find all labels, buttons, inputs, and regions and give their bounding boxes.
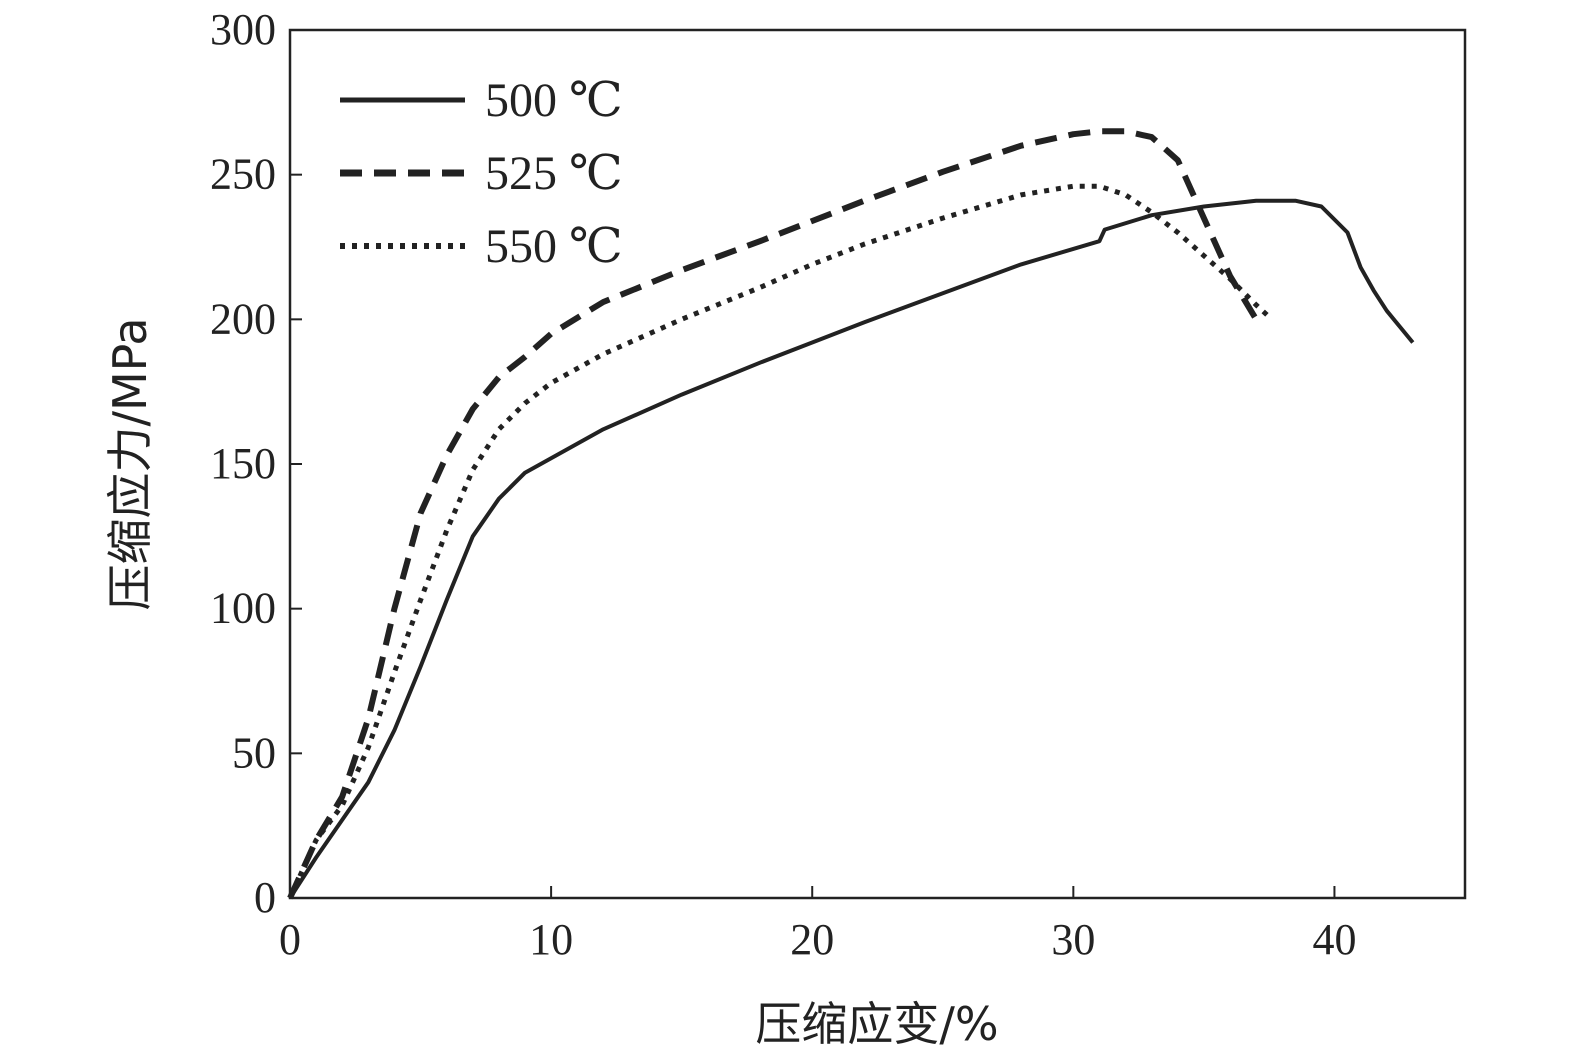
x-tick-label-0: 0 [279, 915, 301, 964]
x-tick-label-2: 20 [790, 915, 834, 964]
x-tick-label-4: 40 [1312, 915, 1356, 964]
y-tick-label-5: 250 [210, 150, 276, 199]
series-line-0 [288, 198, 1415, 900]
y-tick-label-3: 150 [210, 439, 276, 488]
y-tick-label-1: 50 [232, 728, 276, 777]
plot-lines [287, 128, 1415, 900]
series-line-2 [287, 183, 1274, 900]
legend: 500 ℃ 525 ℃ 550 ℃ [340, 74, 623, 273]
x-axis-label: 压缩应变/% [755, 997, 998, 1051]
legend-label-2: 550 ℃ [485, 220, 623, 273]
series-line-1 [287, 128, 1259, 900]
y-tick-label-6: 300 [210, 5, 276, 54]
y-tick-label-0: 0 [254, 873, 276, 922]
x-tick-label-3: 30 [1051, 915, 1095, 964]
y-axis-label: 压缩应力/MPa [103, 317, 157, 610]
plot-frame [288, 28, 1467, 900]
legend-label-0: 500 ℃ [485, 74, 623, 127]
legend-label-1: 525 ℃ [485, 147, 623, 200]
y-tick-label-4: 200 [210, 294, 276, 343]
tick-labels: 0 10 20 30 40 0 50 100 150 200 250 300 [210, 5, 1356, 964]
y-tick-label-2: 100 [210, 584, 276, 633]
x-tick-label-1: 10 [529, 915, 573, 964]
